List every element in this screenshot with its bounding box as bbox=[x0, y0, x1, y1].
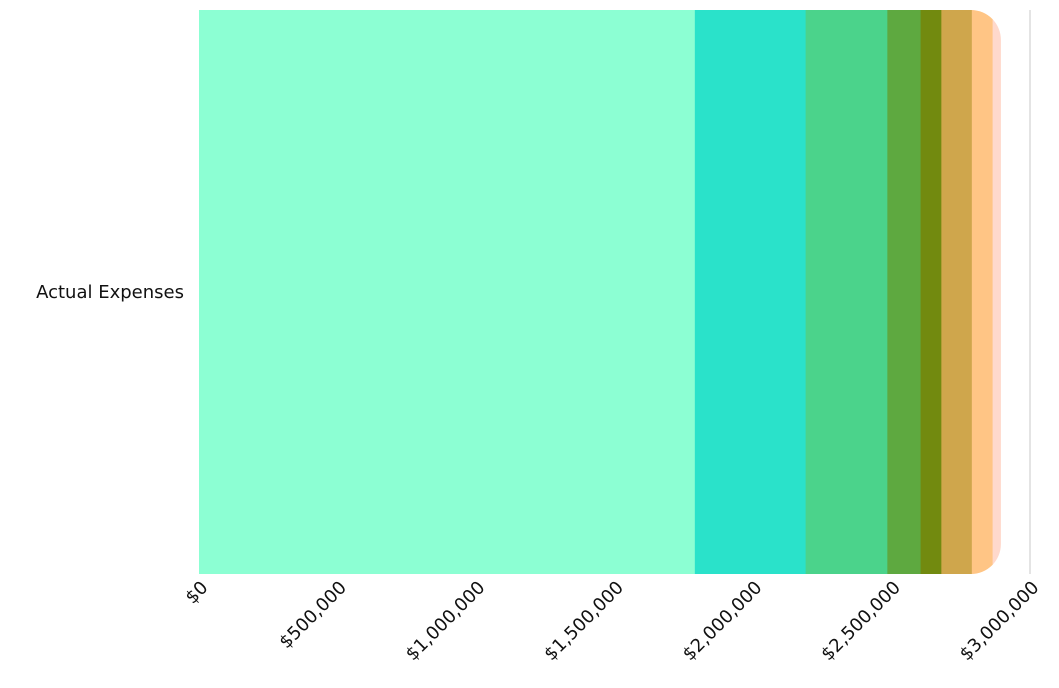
x-tick-label: $2,000,000 bbox=[679, 577, 767, 665]
bar-segment-1 bbox=[199, 10, 696, 574]
x-tick-label: $1,000,000 bbox=[402, 577, 490, 665]
bar-segment-7 bbox=[971, 10, 994, 574]
x-tick-label: $1,500,000 bbox=[540, 577, 628, 665]
x-tick-label: $2,500,000 bbox=[817, 577, 905, 665]
bar-segment-5 bbox=[920, 10, 942, 574]
x-tick-label: $0 bbox=[181, 577, 212, 608]
bar-segment-8 bbox=[992, 10, 1001, 574]
bar-segment-3 bbox=[805, 10, 888, 574]
category-labels: Actual Expenses bbox=[36, 282, 184, 303]
x-tick-label: $500,000 bbox=[275, 577, 351, 653]
bars-layer bbox=[199, 10, 1001, 574]
category-label: Actual Expenses bbox=[36, 282, 184, 303]
x-tick-label: $3,000,000 bbox=[956, 577, 1044, 665]
bar-segment-2 bbox=[694, 10, 807, 574]
x-tick-labels: $0 $500,000 $1,000,000 $1,500,000 $2,000,000… bbox=[181, 577, 1043, 665]
bar-segment-4 bbox=[887, 10, 922, 574]
bar-segment-6 bbox=[941, 10, 973, 574]
